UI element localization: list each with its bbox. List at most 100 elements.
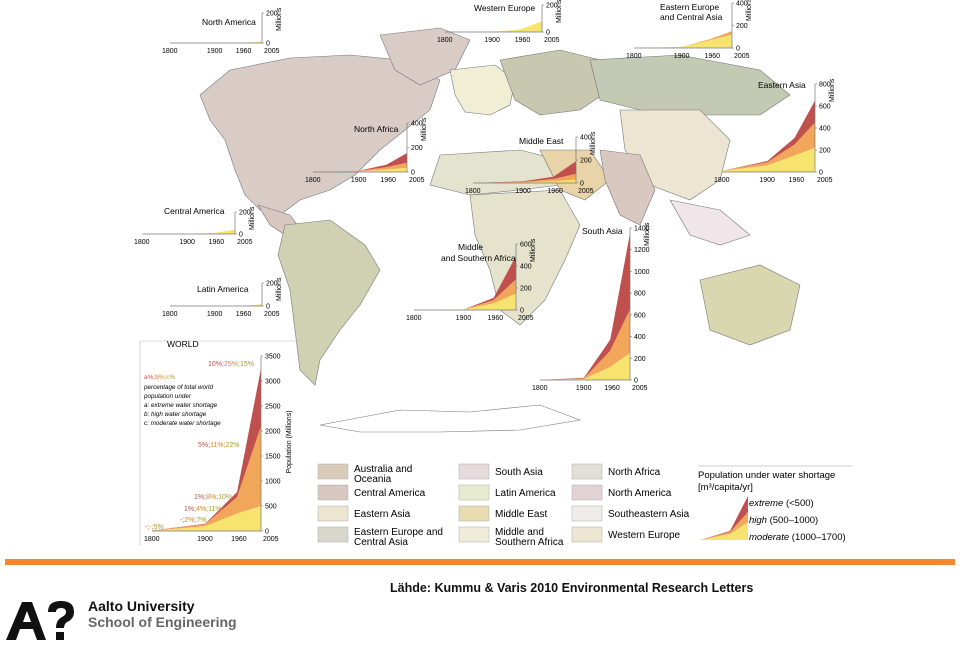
legend-label: Southeastern Asia <box>608 509 690 520</box>
legend-swatch <box>317 463 349 480</box>
y-tick-label: 1000 <box>634 269 650 276</box>
shortage-item-name: moderate <box>749 532 792 543</box>
x-tick-label: 1900 <box>197 536 213 543</box>
area-moderate <box>152 506 261 531</box>
legend-swatch <box>571 484 603 501</box>
legend-region-southeastern-asia: Southeastern Asia <box>571 505 690 522</box>
shortage-item-label: extreme (<500) <box>749 498 814 509</box>
x-tick-label: 1960 <box>236 48 252 55</box>
shortage-item-range: (<500) <box>786 498 814 509</box>
annotation-part: 15% <box>240 361 254 368</box>
x-tick-label: 1900 <box>207 48 223 55</box>
legend-region-north-africa: North Africa <box>571 463 661 480</box>
x-tick-label: 1960 <box>704 53 720 60</box>
shortage-legend: Population under water shortage[m³/capit… <box>698 465 852 543</box>
legend-label: Western Europe <box>608 530 681 541</box>
annotation-part: 7% <box>196 517 206 524</box>
shortage-item-extreme: extreme (<500) <box>749 498 814 509</box>
source-citation: Lähde: Kummu & Varis 2010 Environmental … <box>390 581 754 595</box>
annotation-part: 25%; <box>224 361 240 368</box>
land-australia <box>699 264 801 346</box>
x-tick-label: 1960 <box>209 239 225 246</box>
legend-swatch <box>458 505 490 522</box>
legend-swatch <box>458 484 490 501</box>
y-tick-label: 1000 <box>265 479 281 486</box>
legend-label: Eastern Asia <box>354 509 411 520</box>
x-tick-label: 1960 <box>515 37 531 44</box>
y-tick-label: 0 <box>580 181 584 188</box>
shortage-unit: [m³/capita/yr] <box>698 482 753 493</box>
water-shortage-map: 0 200 1800 1900 1960 2005 Millions North Americ… <box>134 0 852 548</box>
y-tick-label: 3500 <box>265 354 281 361</box>
area-moderate <box>142 229 235 234</box>
y-tick-label: 600 <box>819 104 831 111</box>
area-moderate <box>313 167 407 172</box>
x-tick-label: 2005 <box>544 37 560 44</box>
x-tick-label: 2005 <box>518 315 534 322</box>
x-tick-label: 1900 <box>179 239 195 246</box>
y-tick-label: 0 <box>411 170 415 177</box>
x-tick-label: 1900 <box>456 315 472 322</box>
x-tick-label: 1960 <box>604 385 620 392</box>
area-high <box>722 122 815 171</box>
x-tick-label: 1900 <box>515 188 531 195</box>
chart-latin-america: 0 200 1800 1900 1960 2005 Millions Latin Americ… <box>162 277 283 318</box>
shortage-item-name: high <box>749 515 770 526</box>
world-key-line: c: moderate water shortage <box>144 420 221 427</box>
y-label: Millions <box>276 277 283 301</box>
area-high <box>634 31 732 48</box>
y-tick-label: 200 <box>520 286 532 293</box>
y-label: Millions <box>276 7 283 31</box>
y-label: Millions <box>556 0 563 23</box>
y-tick-label: 400 <box>634 334 646 341</box>
land-western-europe <box>449 64 516 116</box>
chart-south-asia: 0 200 400 600 800 1000 1200 1400 1800 1900 1960 200… <box>532 222 651 392</box>
y-tick-label: 0 <box>266 304 270 311</box>
area-high <box>473 173 576 183</box>
y-tick-label: 200 <box>634 356 646 363</box>
university-name: Aalto University <box>88 598 195 614</box>
y-tick-label: 600 <box>520 242 532 249</box>
world-annotation: -;2%;7% <box>180 517 206 524</box>
x-tick-label: 1800 <box>134 239 150 246</box>
annotation-part: 11% <box>208 506 222 513</box>
chart-title: Middle East <box>519 136 564 146</box>
chart-title: North America <box>202 17 256 27</box>
y-tick-label: 1400 <box>634 226 650 233</box>
legend-swatch <box>317 484 349 501</box>
land-south-asia <box>599 149 656 226</box>
chart-title-line1: Eastern Europe <box>660 2 719 12</box>
y-label: Millions <box>746 0 753 21</box>
y-tick-label: 800 <box>819 82 831 89</box>
legend-label-line1: Australia and <box>354 464 412 475</box>
x-tick-label: 1800 <box>162 48 178 55</box>
chart-title: South Asia <box>582 226 623 236</box>
x-tick-label: 2005 <box>734 53 750 60</box>
x-tick-label: 1800 <box>626 53 642 60</box>
world-key-line: b: high water shortage <box>144 411 207 418</box>
chart-western-europe: 0 200 1800 1900 1960 2005 Millions Western Euro… <box>437 0 563 44</box>
legend-swatch <box>458 463 490 480</box>
x-tick-label: 1800 <box>714 177 730 184</box>
land-southeast-asia <box>669 199 751 246</box>
world-key-line: population under <box>143 393 192 400</box>
annotation-part: 1%; <box>184 506 196 513</box>
annotation-part: 10%; <box>208 361 224 368</box>
area-moderate <box>722 147 815 172</box>
annotation-part: 10% <box>218 494 232 501</box>
y-tick-label: 400 <box>736 1 748 8</box>
x-tick-label: 2005 <box>264 311 280 318</box>
chart-title: WORLD <box>167 339 199 349</box>
y-tick-label: 500 <box>265 504 277 511</box>
legend-label: Middle East <box>495 509 547 520</box>
world-annotation: 5%;11%;22% <box>198 442 240 449</box>
shortage-item-high: high (500–1000) <box>749 515 818 526</box>
area-extreme <box>473 161 576 183</box>
x-tick-label: 1960 <box>789 177 805 184</box>
legend-swatch <box>571 505 603 522</box>
y-tick-label: 0 <box>736 46 740 53</box>
shortage-item-name: extreme <box>749 498 786 509</box>
annotation-part: -; <box>180 517 184 524</box>
x-tick-label: 1900 <box>759 177 775 184</box>
